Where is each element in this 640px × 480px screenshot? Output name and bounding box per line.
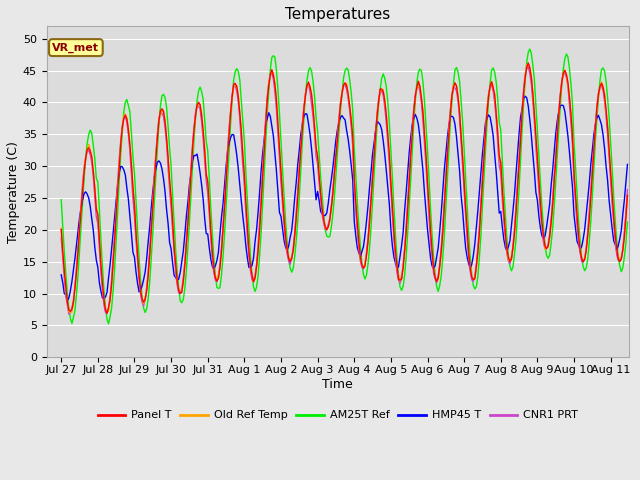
Text: VR_met: VR_met bbox=[52, 42, 99, 53]
Y-axis label: Temperature (C): Temperature (C) bbox=[7, 141, 20, 242]
X-axis label: Time: Time bbox=[323, 378, 353, 391]
Title: Temperatures: Temperatures bbox=[285, 7, 390, 22]
Legend: Panel T, Old Ref Temp, AM25T Ref, HMP45 T, CNR1 PRT: Panel T, Old Ref Temp, AM25T Ref, HMP45 … bbox=[93, 406, 582, 425]
